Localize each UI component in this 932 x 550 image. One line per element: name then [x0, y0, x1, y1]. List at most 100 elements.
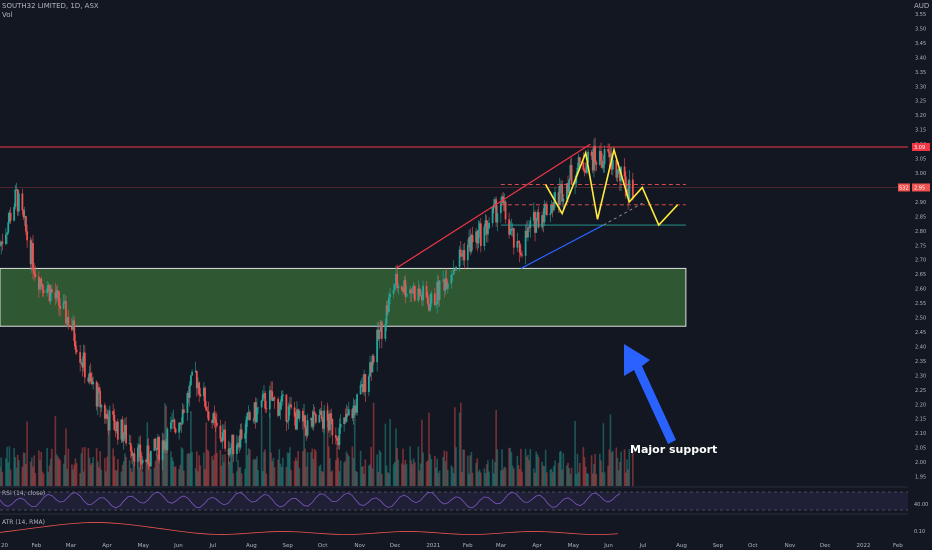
candle-body [550, 204, 553, 214]
volume-bar [455, 447, 457, 486]
candle-body [594, 145, 597, 163]
candle-body [393, 284, 396, 291]
candle-body [204, 387, 206, 407]
candle-body [585, 162, 588, 173]
volume-bar [544, 449, 547, 486]
candle-body [339, 423, 342, 428]
rising-support-trendline [520, 224, 604, 269]
volume-bar [352, 457, 355, 486]
volume-bar [303, 403, 305, 486]
candle-body [329, 413, 331, 431]
volume-bar [550, 468, 553, 486]
volume-bar [13, 448, 15, 486]
candle-body [611, 160, 614, 170]
candle-body [199, 393, 202, 397]
candle-body [369, 362, 371, 377]
candle-body [485, 220, 488, 235]
volume-bar [313, 448, 316, 486]
candle-body [323, 410, 325, 429]
candle-body [494, 199, 496, 205]
candle-body [141, 459, 144, 464]
volume-bar [518, 469, 521, 486]
candle-body [535, 219, 538, 233]
candle-body [169, 422, 172, 429]
volume-bar [5, 458, 7, 486]
candle-body [445, 278, 448, 289]
volume-bar [395, 428, 397, 486]
candle-body [618, 168, 621, 182]
candle-body [417, 288, 420, 301]
volume-bar [264, 449, 266, 486]
volume-bar [271, 461, 274, 486]
volume-bar [73, 464, 76, 486]
candle-body [305, 427, 308, 436]
candle-body [140, 461, 143, 464]
indicator-panels [0, 486, 908, 535]
candle-body [25, 216, 27, 232]
candle-body [42, 290, 45, 294]
candle-body [301, 410, 304, 422]
candle-body [254, 402, 257, 423]
candle-body [578, 157, 581, 163]
volume-bar [477, 471, 480, 486]
candle-body [583, 169, 586, 173]
candle-body [462, 250, 465, 257]
candle-body [272, 397, 275, 401]
volume-bar [355, 470, 357, 486]
volume-bar [542, 465, 545, 486]
rsi-band [0, 492, 908, 510]
price-tick-label: 3.15 [915, 128, 926, 134]
candle-body [165, 442, 168, 451]
candle-body [367, 376, 370, 392]
price-tick-label: 3.20 [915, 113, 926, 119]
volume-bar [79, 473, 81, 486]
time-axis[interactable]: 20 Feb Mar Apr May Jun Jul Aug Sep Oct Nov Dec 2021 F… [1, 543, 903, 549]
volume-bar [170, 451, 172, 486]
time-tick-label: Oct [318, 543, 328, 549]
candle-body [455, 266, 457, 271]
volume-bar [256, 456, 258, 486]
volume-bar [42, 473, 45, 486]
candle-body [115, 421, 118, 432]
volume-bar [331, 470, 334, 486]
candle-body [387, 297, 390, 312]
volume-bar [227, 462, 230, 486]
candle-body [148, 463, 151, 467]
price-tick-label: 2.80 [915, 229, 926, 235]
candle-body [271, 391, 274, 401]
time-tick-label: Apr [532, 543, 542, 549]
volume-bar [23, 453, 26, 486]
candle-body [567, 183, 569, 194]
candle-body [166, 428, 169, 451]
volume-bar [513, 468, 515, 486]
price-axis[interactable]: 3.553.503.453.403.353.303.253.203.153.10… [898, 0, 932, 550]
candle-body [359, 385, 362, 395]
candle-body [360, 384, 363, 386]
volume-bar [459, 402, 462, 486]
candle-body [444, 278, 447, 291]
volume-bar [537, 456, 540, 486]
candle-body [331, 419, 334, 436]
candle-body [293, 407, 296, 417]
candle-body [72, 320, 74, 330]
volume-bar [58, 458, 60, 486]
volume-bar [437, 472, 440, 486]
volume-bar [569, 473, 572, 486]
volume-bar [339, 460, 342, 486]
candle-body [570, 165, 573, 184]
volume-bar [345, 451, 348, 486]
volume-bar [236, 471, 238, 486]
volume-bar [67, 448, 70, 486]
volume-bar [444, 461, 447, 486]
volume-label: Vol [2, 11, 13, 19]
candle-body [344, 417, 347, 422]
candle-body [99, 390, 102, 408]
volume-bar [363, 473, 365, 486]
volume-bar [97, 461, 99, 486]
volume-bar [230, 447, 232, 486]
volume-bar [239, 467, 242, 486]
volume-bar [54, 416, 57, 486]
candle-body [384, 323, 387, 339]
candle-body [519, 252, 522, 256]
